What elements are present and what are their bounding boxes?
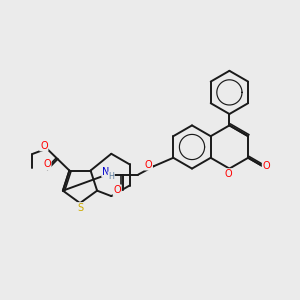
Text: H: H — [108, 172, 114, 181]
Text: O: O — [262, 160, 270, 171]
Text: O: O — [145, 160, 152, 170]
Text: O: O — [43, 159, 51, 169]
Text: O: O — [113, 185, 121, 195]
Text: O: O — [225, 169, 232, 179]
Text: O: O — [40, 141, 48, 151]
Text: S: S — [77, 203, 84, 213]
Text: N: N — [102, 167, 110, 177]
